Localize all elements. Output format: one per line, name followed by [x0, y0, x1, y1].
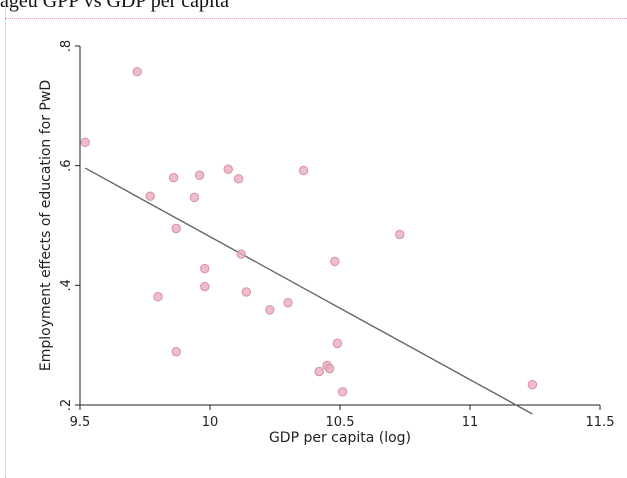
data-point — [233, 174, 244, 184]
x-tick-label: 10 — [202, 415, 219, 430]
data-point — [395, 229, 405, 240]
data-point — [145, 191, 155, 201]
page-top-rule — [5, 18, 627, 19]
y-ticks: .2 .4 .6 .8 — [59, 40, 80, 411]
data-point — [236, 249, 246, 259]
data-point — [314, 366, 324, 377]
data-point — [324, 363, 335, 374]
data-point — [200, 263, 210, 274]
y-tick-label: .4 — [59, 279, 74, 291]
data-point — [330, 256, 340, 267]
y-axis-title: Employment effects of education for PwD — [38, 80, 54, 371]
x-tick-label: 10.5 — [326, 415, 355, 430]
x-tick-label: 11.5 — [586, 415, 615, 430]
data-point — [265, 305, 275, 315]
data-point — [194, 170, 205, 180]
data-point — [171, 223, 181, 234]
x-tick-label: 9.5 — [70, 415, 91, 430]
page-margin-rule — [5, 0, 6, 478]
x-axis-title: GDP per capita (log) — [269, 430, 411, 446]
y-tick-label: .6 — [59, 159, 74, 171]
x-tick-label: 11 — [462, 415, 479, 430]
data-point — [241, 287, 252, 297]
data-point — [132, 67, 142, 77]
data-point — [80, 137, 90, 148]
data-point — [527, 379, 538, 390]
data-point — [189, 192, 200, 203]
fit-line-group — [84, 167, 533, 415]
data-points — [80, 67, 538, 397]
y-tick-label: .2 — [59, 399, 74, 411]
data-point — [332, 338, 343, 349]
x-ticks: 9.5 10 10.5 11 11.5 — [70, 405, 615, 430]
y-tick-label: .8 — [59, 40, 74, 52]
data-point — [223, 164, 233, 174]
data-point — [298, 165, 309, 176]
data-point — [283, 297, 293, 308]
data-point — [200, 281, 210, 292]
data-point — [171, 347, 181, 357]
chart-axes — [79, 46, 600, 406]
data-point — [337, 387, 348, 397]
data-point — [168, 172, 179, 183]
fit-line — [84, 167, 533, 415]
data-point — [153, 292, 163, 302]
top-caption: ageu GPP vs GDP per capita — [0, 0, 230, 12]
